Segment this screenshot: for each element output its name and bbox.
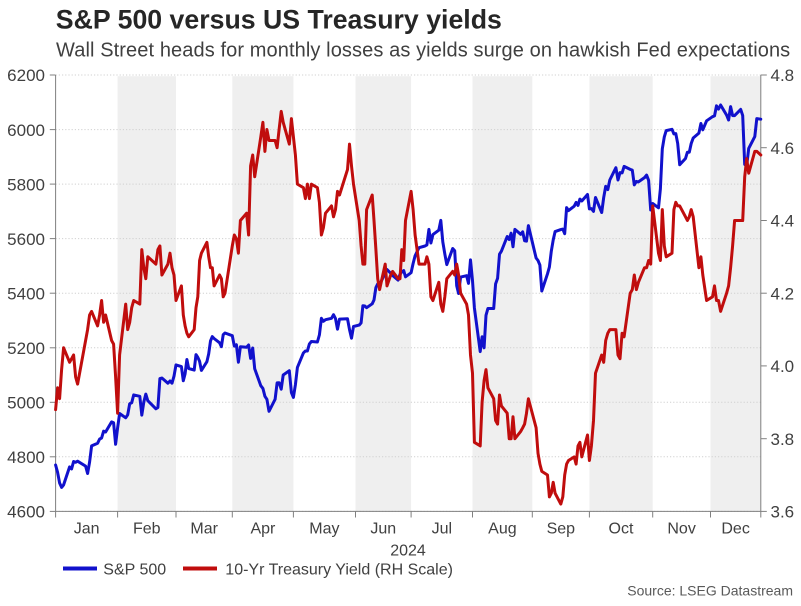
svg-text:Jun: Jun <box>370 521 396 538</box>
svg-text:3.6: 3.6 <box>771 503 795 522</box>
svg-text:4.6: 4.6 <box>771 139 795 158</box>
svg-text:S&P 500 versus US Treasury yie: S&P 500 versus US Treasury yields <box>56 4 502 34</box>
svg-text:10-Yr Treasury Yield (RH Scale: 10-Yr Treasury Yield (RH Scale) <box>225 562 453 579</box>
svg-text:Nov: Nov <box>667 521 695 538</box>
svg-text:5000: 5000 <box>7 394 45 413</box>
svg-text:5200: 5200 <box>7 339 45 358</box>
svg-text:Source: LSEG Datastream: Source: LSEG Datastream <box>627 583 793 599</box>
svg-text:Apr: Apr <box>250 521 276 538</box>
svg-text:Mar: Mar <box>190 521 218 538</box>
svg-text:3.8: 3.8 <box>771 430 795 449</box>
svg-text:Jul: Jul <box>432 521 452 538</box>
svg-text:2024: 2024 <box>390 543 426 560</box>
svg-text:4.0: 4.0 <box>771 357 795 376</box>
svg-text:6000: 6000 <box>7 121 45 140</box>
svg-text:Oct: Oct <box>609 521 634 538</box>
svg-text:Jan: Jan <box>74 521 100 538</box>
svg-text:Sep: Sep <box>547 521 576 538</box>
svg-text:Aug: Aug <box>488 521 516 538</box>
svg-text:6200: 6200 <box>7 66 45 85</box>
svg-text:Dec: Dec <box>721 521 749 538</box>
svg-text:5400: 5400 <box>7 284 45 303</box>
svg-text:4.8: 4.8 <box>771 66 795 85</box>
svg-text:4.2: 4.2 <box>771 284 795 303</box>
svg-text:Wall Street heads for monthly: Wall Street heads for monthly losses as … <box>56 40 790 62</box>
svg-text:4.4: 4.4 <box>771 212 795 231</box>
svg-text:4800: 4800 <box>7 448 45 467</box>
svg-text:May: May <box>309 521 339 538</box>
svg-text:5800: 5800 <box>7 175 45 194</box>
svg-text:5600: 5600 <box>7 230 45 249</box>
svg-text:4600: 4600 <box>7 503 45 522</box>
svg-text:S&P 500: S&P 500 <box>103 562 166 579</box>
svg-text:Feb: Feb <box>133 521 161 538</box>
